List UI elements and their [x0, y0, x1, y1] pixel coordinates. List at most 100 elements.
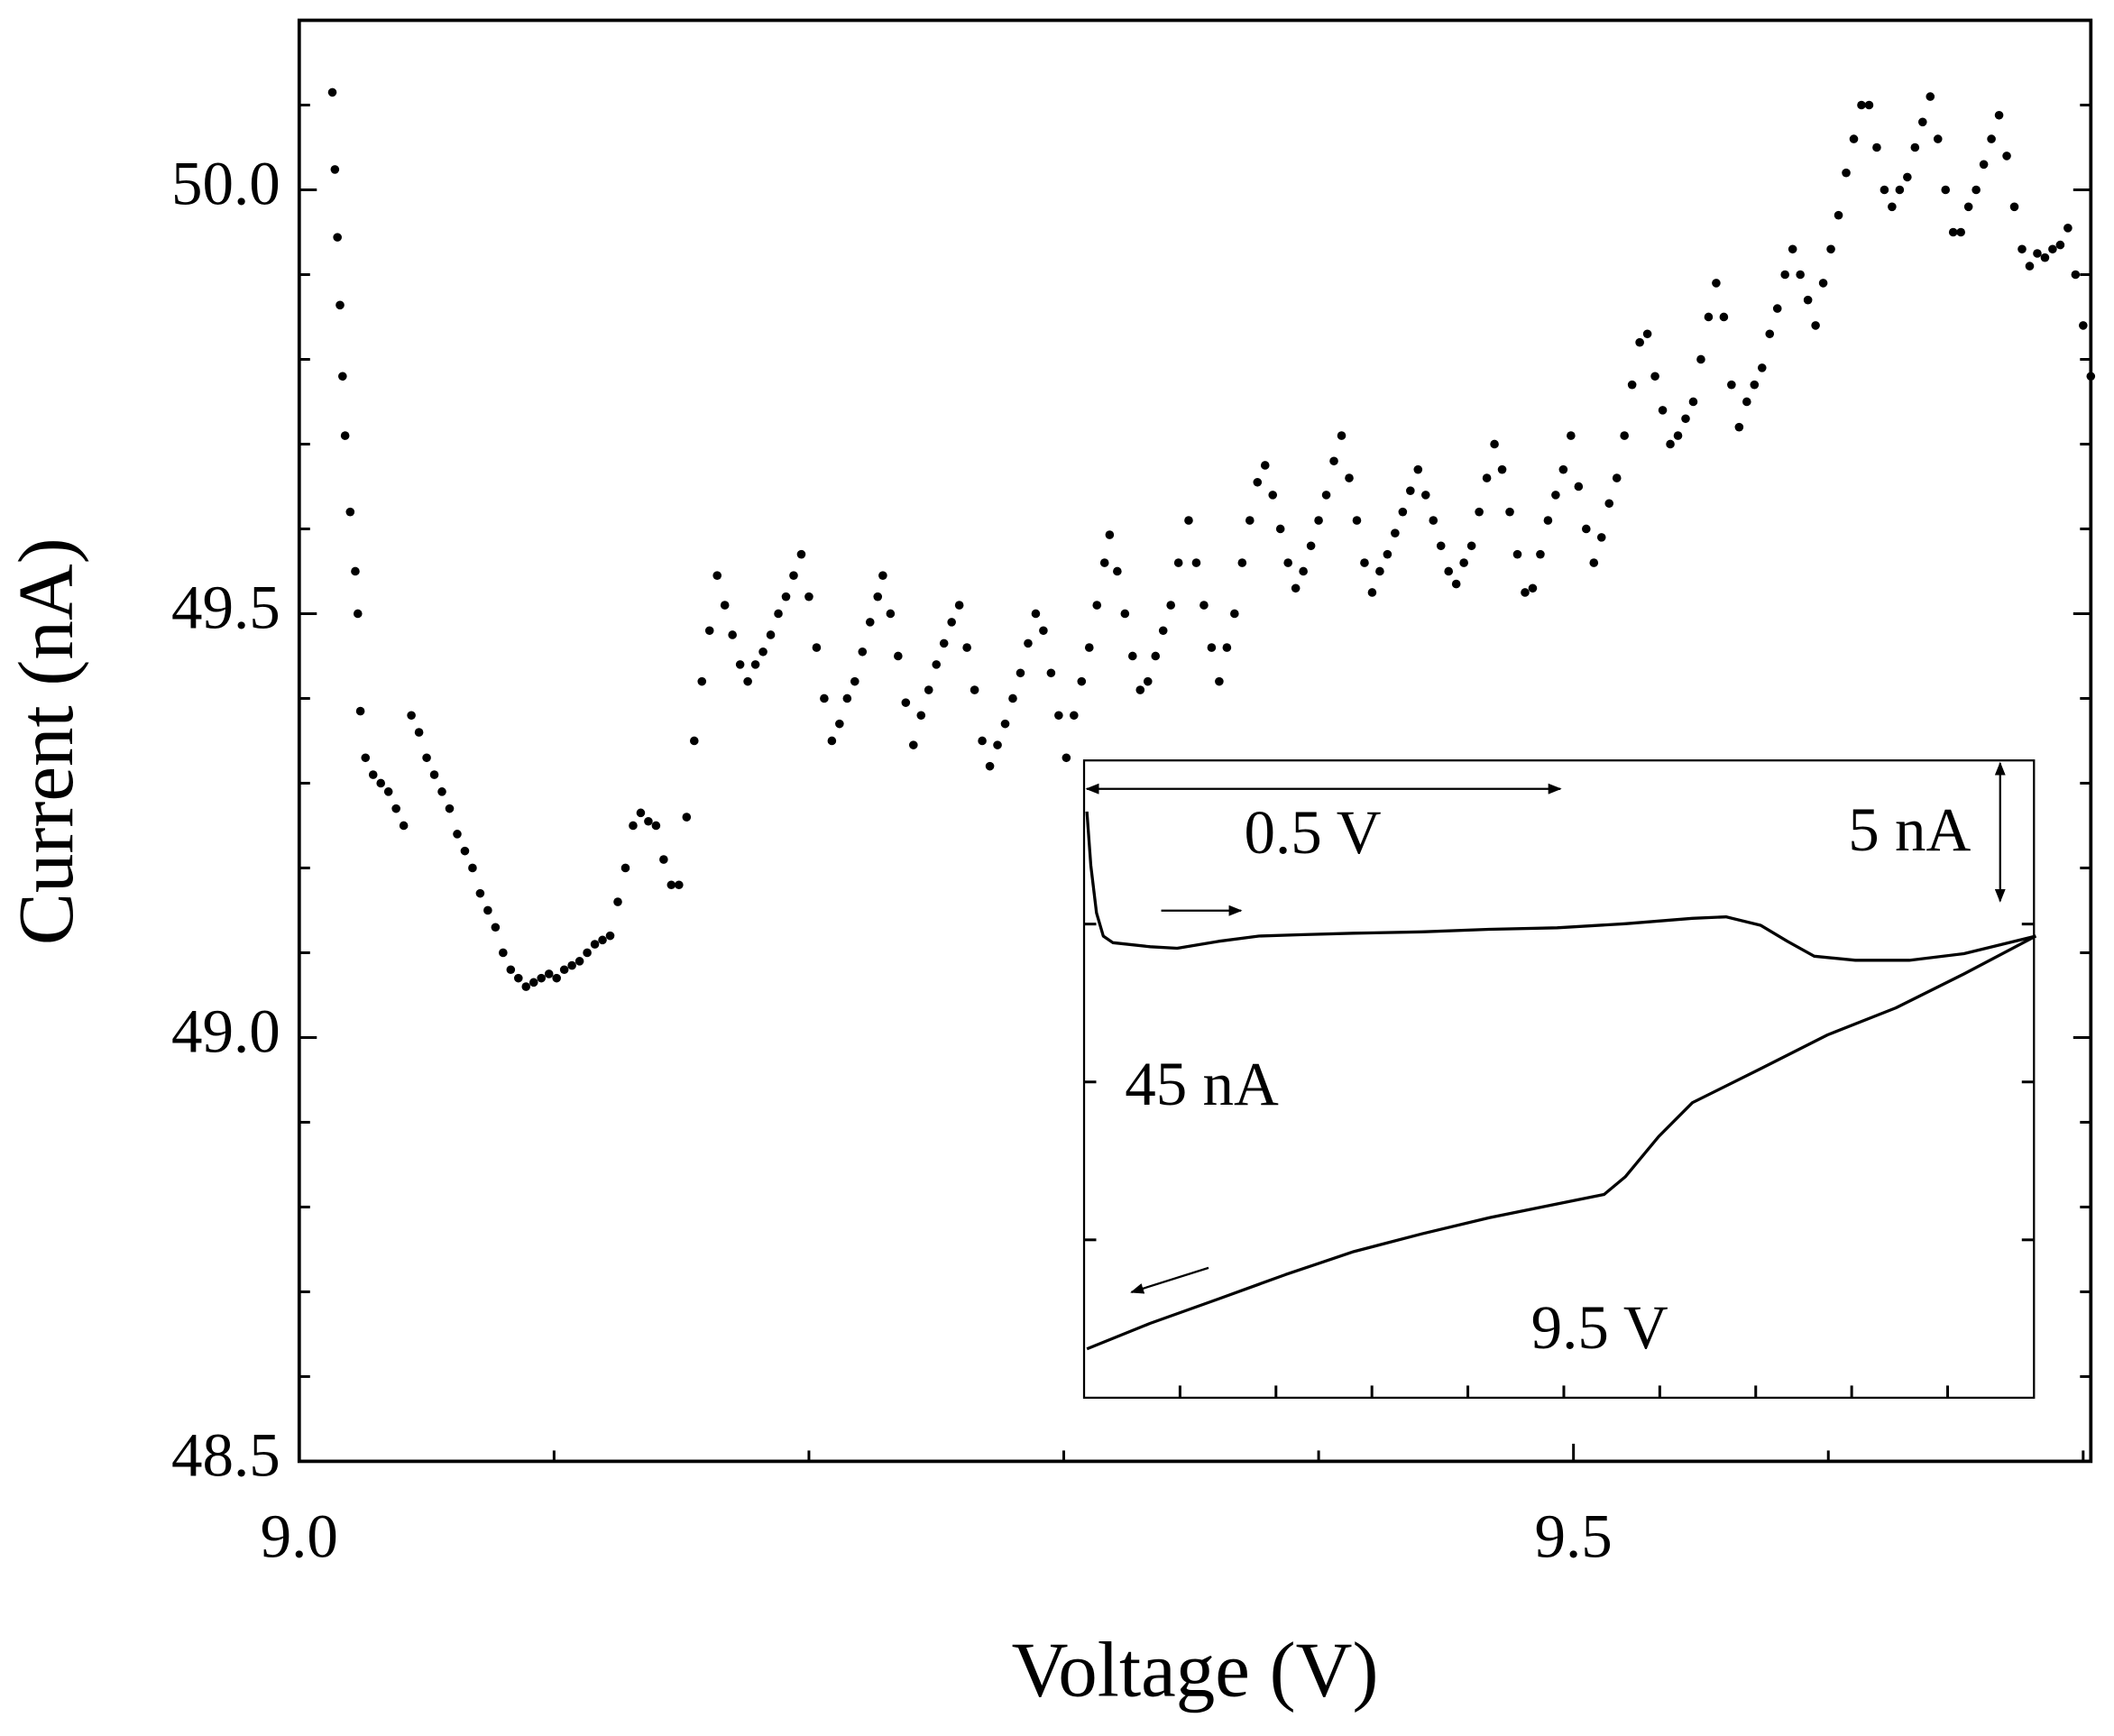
data-point: [1398, 507, 1408, 517]
data-point: [682, 813, 692, 822]
data-point: [1673, 431, 1683, 440]
plot-frame: [297, 18, 2093, 1464]
data-point: [1948, 227, 1958, 237]
data-point: [1642, 329, 1652, 339]
data-point: [1459, 558, 1468, 567]
data-point: [758, 647, 767, 657]
data-point: [383, 787, 393, 796]
data-point: [1818, 279, 1828, 288]
data-point: [1031, 609, 1041, 619]
data-point: [1635, 337, 1644, 347]
data-point: [865, 618, 875, 627]
data-point: [1994, 110, 2004, 120]
data-point: [1215, 676, 1224, 686]
data-point: [743, 676, 752, 686]
data-point: [1604, 499, 1614, 509]
data-point: [376, 778, 386, 788]
data-point: [2063, 223, 2073, 233]
data-point: [1772, 304, 1782, 313]
data-point: [1092, 601, 1102, 610]
data-point: [1596, 533, 1606, 542]
data-point: [1291, 583, 1301, 593]
data-point: [1222, 643, 1232, 652]
data-point: [1184, 516, 1193, 525]
data-point: [1666, 439, 1675, 449]
data-point: [1612, 473, 1622, 482]
data-point: [567, 960, 576, 970]
data-point: [1143, 676, 1153, 686]
data-point: [1834, 210, 1843, 220]
data-point: [1880, 185, 1889, 195]
data-point: [590, 940, 600, 949]
data-point: [453, 830, 462, 839]
data-point: [1166, 601, 1175, 610]
data-point: [1207, 643, 1217, 652]
data-point: [659, 855, 668, 864]
data-point: [414, 728, 424, 737]
data-point: [2048, 244, 2057, 254]
data-point: [1260, 461, 1270, 470]
data-point: [947, 618, 956, 627]
data-point: [1451, 579, 1461, 589]
data-point: [1000, 719, 1010, 729]
data-point: [1910, 142, 1920, 152]
data-point: [1113, 566, 1122, 576]
data-point: [552, 973, 561, 983]
data-point: [1505, 507, 1514, 517]
data-point: [827, 736, 837, 746]
data-point: [1497, 464, 1507, 474]
data-point: [559, 965, 569, 975]
data-point: [835, 719, 844, 729]
annotation: 9.5 V: [1531, 1293, 1668, 1362]
data-point: [886, 609, 896, 619]
data-point: [666, 880, 676, 890]
data-point: [1727, 380, 1736, 390]
data-point: [1857, 100, 1866, 110]
data-point: [1658, 406, 1668, 415]
data-point: [789, 571, 798, 580]
annotation: 45 nA: [1125, 1050, 1279, 1118]
data-point: [1306, 541, 1316, 551]
data-point: [620, 863, 630, 873]
data-point: [908, 740, 918, 749]
data-point: [335, 300, 345, 310]
data-point: [1413, 464, 1423, 474]
y-tick-label: 50.0: [171, 149, 280, 217]
data-point: [1796, 270, 1805, 280]
data-point: [850, 676, 859, 686]
data-point: [345, 507, 355, 517]
data-point: [1299, 566, 1308, 576]
data-point: [1842, 168, 1851, 178]
data-point: [1490, 439, 1499, 449]
data-point: [1128, 651, 1137, 661]
data-point: [675, 880, 684, 890]
data-point: [728, 630, 737, 639]
data-point: [842, 693, 852, 703]
data-point: [985, 761, 995, 771]
data-point: [583, 948, 592, 958]
data-point: [1512, 549, 1522, 559]
data-point: [712, 571, 722, 580]
data-point: [1788, 244, 1797, 254]
data-point: [2079, 321, 2088, 330]
data-point: [1135, 685, 1145, 694]
data-point: [1253, 477, 1263, 487]
data-point: [978, 736, 987, 746]
data-point: [528, 978, 538, 987]
data-point: [1627, 380, 1637, 390]
x-axis-title: Voltage (V): [1012, 1625, 1379, 1713]
data-point: [1420, 491, 1430, 500]
data-point: [1099, 558, 1109, 567]
data-point: [812, 643, 822, 652]
data-point: [574, 957, 584, 966]
data-point: [1444, 566, 1454, 576]
data-point: [1482, 473, 1492, 482]
data-point: [1230, 609, 1239, 619]
data-point: [1321, 491, 1331, 500]
data-point: [407, 711, 416, 721]
data-point: [1237, 558, 1247, 567]
data-point: [1466, 541, 1476, 551]
data-point: [1972, 185, 1981, 195]
data-point: [878, 571, 887, 580]
